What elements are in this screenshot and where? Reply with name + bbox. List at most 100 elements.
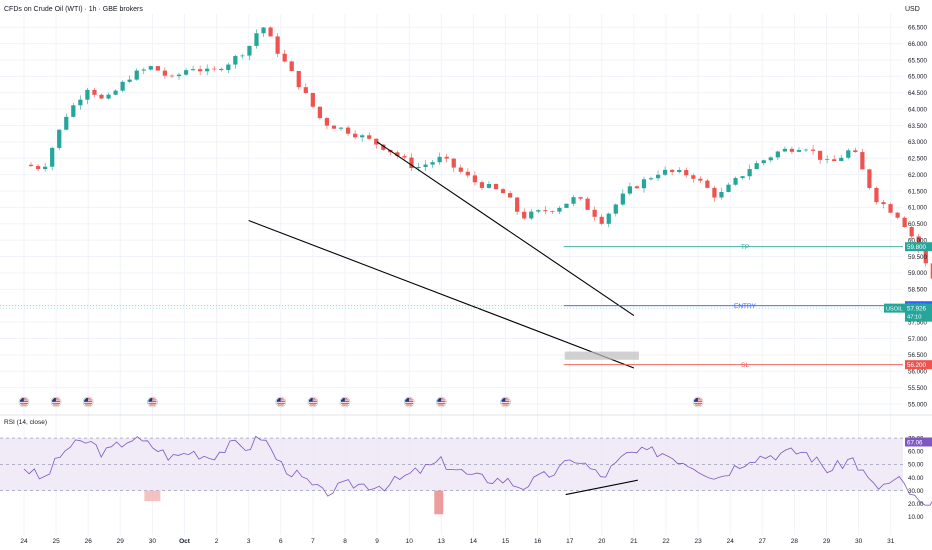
candle (874, 187, 879, 203)
x-tick-label: 20 (598, 538, 606, 545)
price-tick-label: 63.000 (908, 139, 927, 146)
flag-stripe (405, 404, 414, 406)
us-flag-icon[interactable] (275, 396, 287, 408)
flag-stripe (340, 399, 350, 401)
us-flag-icon[interactable] (82, 396, 94, 408)
x-tick-label: 25 (52, 538, 60, 545)
candle (684, 170, 689, 176)
candle (909, 227, 914, 237)
flag-stripe (693, 404, 703, 406)
candle (860, 152, 865, 170)
flag-stripe (437, 402, 446, 404)
candle (810, 149, 816, 151)
candle (57, 129, 62, 148)
x-tick-label: 31 (887, 538, 895, 545)
candle (930, 263, 932, 279)
candle (550, 211, 555, 212)
flag-canton (340, 397, 345, 402)
us-flag-icon[interactable] (18, 396, 30, 408)
x-tick-label: 8 (343, 538, 347, 545)
flag-stripe (308, 404, 318, 406)
flag-stripe (308, 401, 318, 403)
candle (106, 94, 111, 99)
candle (832, 159, 837, 162)
currency-label: USD (905, 6, 920, 13)
flag-stripe (84, 402, 93, 404)
candle (353, 133, 358, 138)
candle (458, 167, 463, 172)
flag-stripe (405, 397, 414, 399)
candle (381, 144, 386, 150)
chart-title: CFDs on Crude Oil (WTI) · 1h · GBE broke… (4, 6, 143, 13)
candle (557, 207, 562, 212)
price-tick-label: 57.500 (908, 319, 927, 326)
us-flag-icon[interactable] (339, 396, 351, 408)
price-tick-label: 59.500 (908, 254, 927, 261)
flag-stripe (51, 399, 61, 401)
x-tick-label: 9 (375, 538, 379, 545)
rsi-line (23, 435, 932, 506)
candle (127, 79, 132, 82)
support-zone (564, 351, 639, 360)
flag-canton (51, 397, 56, 402)
candle (698, 178, 703, 181)
candle (43, 166, 48, 170)
flag-stripe (693, 401, 703, 403)
x-tick-label: 30 (149, 538, 157, 545)
us-flag-icon[interactable] (147, 396, 158, 408)
candle (839, 157, 844, 162)
candle (367, 135, 372, 139)
candle (585, 198, 590, 210)
us-flag-icon[interactable] (50, 396, 62, 408)
candle (240, 55, 245, 57)
candle (141, 69, 146, 71)
price-tick-label: 58.500 (908, 287, 927, 294)
candle (395, 152, 400, 157)
candle (190, 69, 196, 71)
level-price-label: 56.200 (907, 362, 926, 369)
x-tick-label: 24 (20, 538, 28, 545)
price-tick-label: 62.500 (908, 156, 927, 163)
candle (120, 81, 125, 91)
flag-canton (276, 397, 281, 402)
rsi-divergence-line (565, 479, 639, 496)
candle (85, 89, 90, 100)
candle (719, 191, 724, 198)
event-markers[interactable] (18, 396, 704, 408)
flag-canton (437, 397, 442, 402)
flag-stripe (501, 404, 510, 406)
candle (902, 217, 907, 228)
us-flag-icon[interactable] (692, 396, 704, 408)
candle (310, 93, 315, 107)
us-flag-icon[interactable] (403, 396, 415, 408)
x-tick-label: 16 (534, 538, 542, 545)
price-tick-label: 55.500 (908, 385, 927, 392)
price-tick-label: 64.500 (908, 90, 927, 97)
us-flag-icon[interactable] (435, 396, 447, 408)
flag-stripe (276, 402, 285, 404)
flag-stripe (51, 402, 61, 404)
x-tick-label: 26 (85, 538, 93, 545)
flag-stripe (437, 401, 446, 403)
us-flag-icon[interactable] (500, 396, 511, 408)
candle (444, 156, 449, 159)
last-price-label: 57.926 (907, 305, 926, 312)
us-flag-icon[interactable] (307, 396, 319, 408)
x-tick-label: 28 (791, 538, 799, 545)
candle (923, 249, 928, 264)
flag-stripe (19, 402, 29, 404)
wedge-trendline (248, 219, 635, 369)
candle (296, 71, 301, 88)
candle (289, 61, 294, 72)
flag-stripe (51, 401, 61, 403)
candle (825, 159, 830, 160)
candle (853, 150, 858, 153)
axes: 24 25 26 29 30 Oct 2 3 6 7 8 9 10 13 14 15 16 17 20 21 22 23 2… (0, 24, 932, 545)
x-tick-label: 14 (470, 538, 478, 545)
price-tick-label: 66.000 (908, 41, 927, 48)
candle (613, 204, 618, 214)
flag-stripe (19, 401, 29, 403)
flag-stripe (501, 401, 510, 403)
x-tick-label: 15 (502, 538, 510, 545)
